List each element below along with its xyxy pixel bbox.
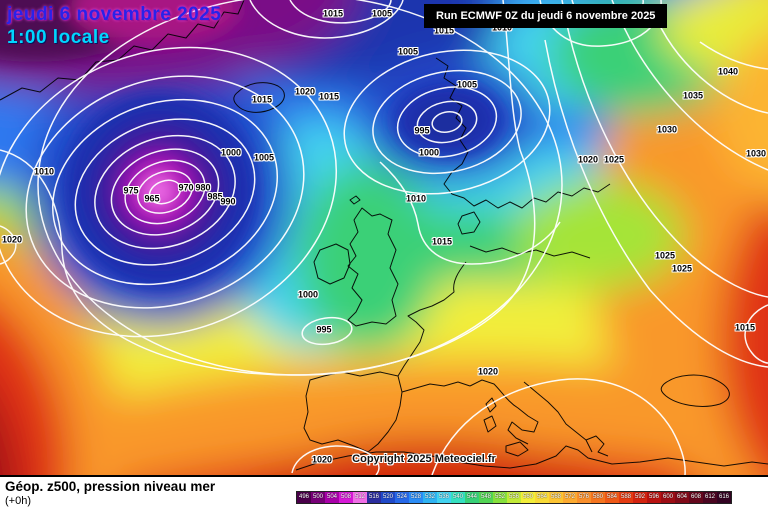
footer-bar: Géop. z500, pression niveau mer (+0h) 49… [0,475,768,512]
legend-cell: 552 [493,492,507,503]
legend-cell: 540 [451,492,465,503]
legend-cell: 560 [521,492,535,503]
map-svg [0,0,768,475]
legend-scale: 496 500 504 508 512 516 520 524 528 532 536 540 544 5… [296,491,732,504]
legend-cell: 536 [437,492,451,503]
legend-cell: 496 [297,492,311,503]
legend-cell: 568 [549,492,563,503]
legend-cell: 512 [353,492,367,503]
map-canvas: 1015100510151010100510051020101510159951… [0,0,768,475]
legend-cell: 592 [633,492,647,503]
legend-cell: 508 [339,492,353,503]
copyright-text: Copyright 2025 Meteociel.fr [352,453,496,465]
legend-cell: 520 [381,492,395,503]
legend-cell: 528 [409,492,423,503]
legend-cell: 604 [675,492,689,503]
legend-cell: 516 [367,492,381,503]
legend-cell: 588 [619,492,633,503]
legend-cell: 596 [647,492,661,503]
coastlines [0,0,768,471]
forecast-step: (+0h) [5,495,31,507]
legend-cell: 544 [465,492,479,503]
legend-cell: 576 [577,492,591,503]
legend-cell: 608 [689,492,703,503]
legend-cell: 612 [703,492,717,503]
legend-cell: 572 [563,492,577,503]
parameter-title: Géop. z500, pression niveau mer [5,479,216,494]
legend-cell: 616 [717,492,731,503]
map-date-text: jeudi 6 novembre 2025 [7,4,222,25]
map-time-text: 1:00 locale [7,27,110,48]
legend-cell: 548 [479,492,493,503]
legend-cell: 524 [395,492,409,503]
legend-cell: 556 [507,492,521,503]
legend-cell: 580 [591,492,605,503]
legend-cell: 564 [535,492,549,503]
legend-cell: 500 [311,492,325,503]
isobar-lines [0,0,768,475]
legend-cell: 532 [423,492,437,503]
legend-cell: 600 [661,492,675,503]
legend-cell: 584 [605,492,619,503]
model-run-box: Run ECMWF 0Z du jeudi 6 novembre 2025 [424,4,668,28]
legend-cell: 504 [325,492,339,503]
